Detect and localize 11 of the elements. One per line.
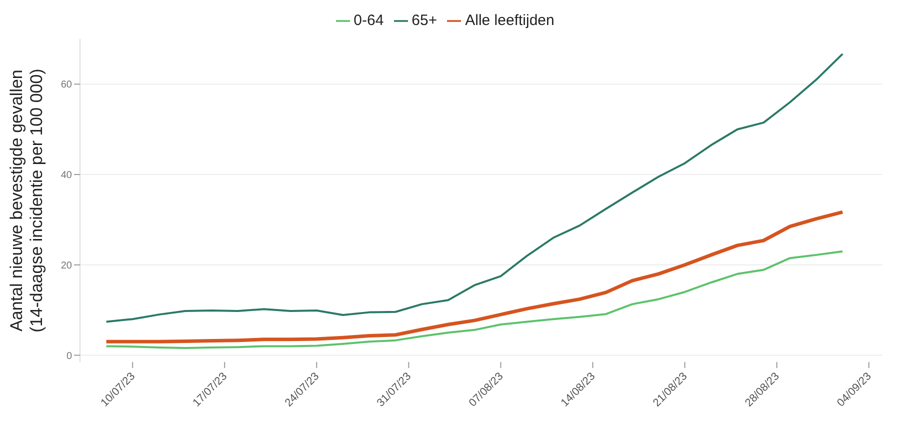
y-tick-label: 20 (60, 260, 72, 272)
line-series (105, 250, 844, 349)
line-series (104, 210, 844, 344)
legend-label: 0-64 (354, 12, 384, 29)
y-axis-title: Aantal nieuwe bevestigde gevallen (14-daagse incidentie per 100 000) (7, 68, 46, 332)
y-tick-label: 40 (60, 170, 72, 182)
legend-label: 65+ (412, 12, 438, 29)
y-tick-label: 60 (60, 80, 72, 91)
y-tick-label: 0 (66, 350, 72, 362)
line-series (105, 52, 844, 323)
legend-label: Alle leeftijden (465, 12, 554, 29)
